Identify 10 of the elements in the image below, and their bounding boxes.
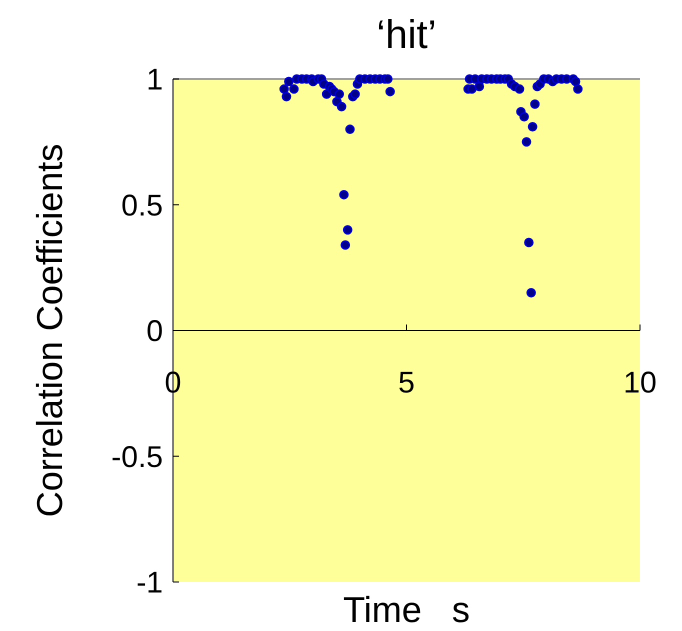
y-axis-title: Correlation Coefficients bbox=[29, 144, 70, 518]
y-tick-label: 0 bbox=[146, 315, 163, 348]
y-tick-label: -0.5 bbox=[111, 440, 163, 474]
y-tick-label: -1 bbox=[136, 566, 163, 600]
x-tick-label: 10 bbox=[623, 366, 657, 400]
chart-title: ‘hit’ bbox=[376, 13, 437, 57]
x-axis-title: Time s bbox=[343, 589, 470, 630]
x-tick-label: 5 bbox=[398, 366, 415, 400]
y-tick-label: 1 bbox=[146, 64, 163, 96]
y-tick-label: 0.5 bbox=[121, 189, 163, 222]
